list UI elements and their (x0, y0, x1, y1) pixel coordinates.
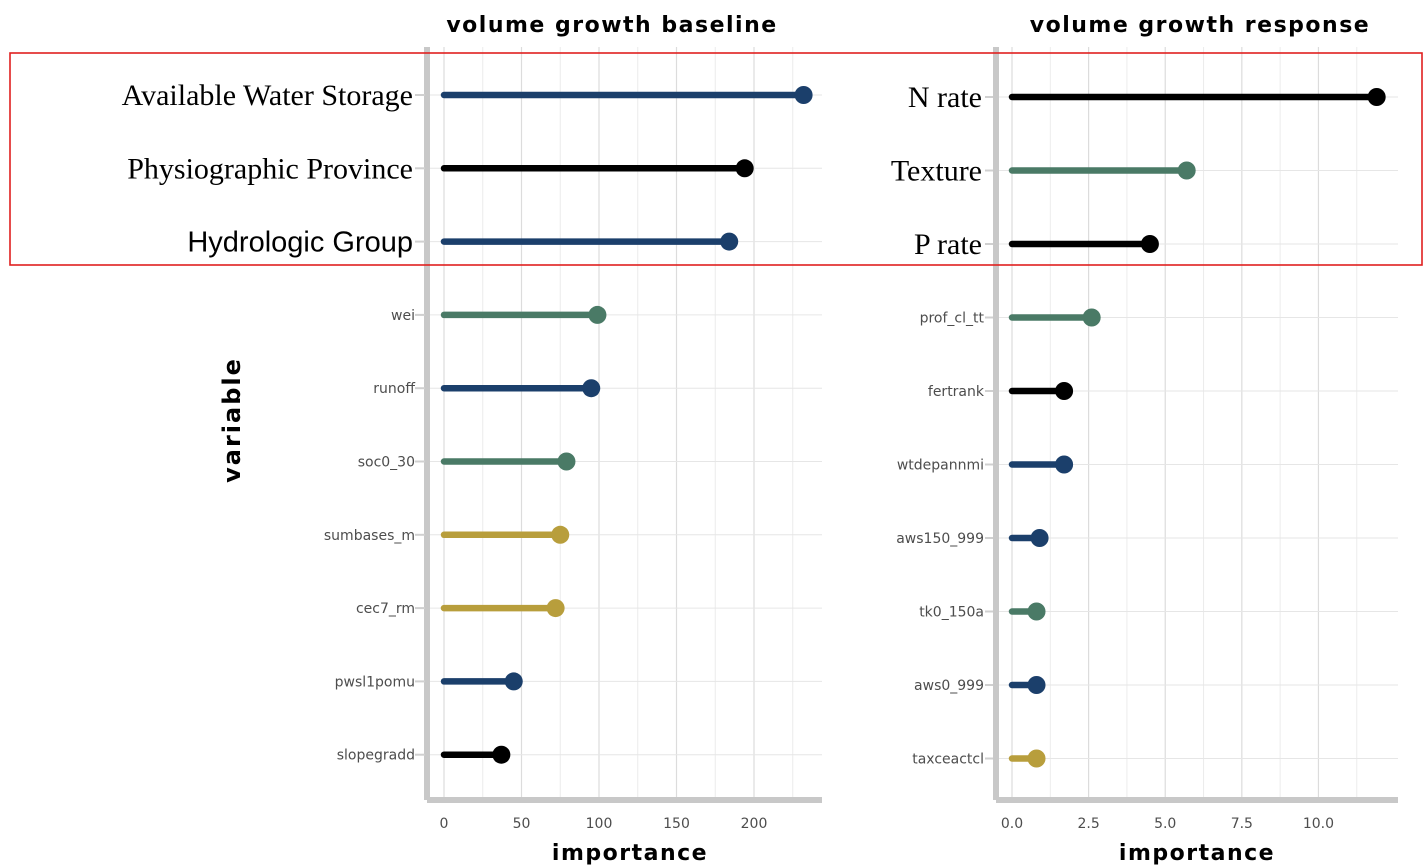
y-tick-label: fertrank (928, 384, 985, 400)
lollipop-dot (1055, 382, 1074, 400)
lollipop-dot (546, 599, 565, 618)
lollipop-dot (794, 86, 813, 104)
plot-area (996, 47, 1398, 800)
y-tick-label: Available Water Storage (122, 79, 413, 112)
y-tick-label: Hydrologic Group (187, 227, 413, 259)
lollipop-dot (1027, 749, 1046, 768)
x-tick-label: 10.0 (1303, 816, 1334, 832)
y-tick-label: P rate (914, 228, 982, 261)
x-tick-label: 0.0 (1001, 816, 1023, 832)
x-tick-label: 50 (513, 816, 531, 832)
y-tick-label: sumbases_m (324, 528, 415, 544)
panel-title: volume growth response (1030, 13, 1370, 38)
highlight-box (9, 52, 1423, 266)
panel-title: volume growth baseline (446, 13, 777, 38)
y-tick-label: prof_cl_tt (920, 311, 985, 327)
y-tick-label: aws0_999 (914, 678, 984, 694)
y-tick-label: wtdepannmi (897, 458, 984, 474)
x-tick-label: 150 (663, 816, 690, 832)
lollipop-dot (1027, 676, 1046, 694)
y-axis-title: variable (218, 357, 246, 483)
lollipop-dot (1177, 161, 1196, 180)
y-tick-label: slopegradd (337, 748, 415, 764)
y-tick-label: wei (391, 308, 415, 324)
y-tick-label: tk0_150a (919, 605, 984, 621)
x-tick-label: 100 (586, 816, 613, 832)
lollipop-dot (1082, 308, 1101, 327)
x-tick-label: 200 (741, 816, 768, 832)
y-tick-label: taxceactcl (912, 752, 984, 768)
plot-area (427, 47, 822, 800)
y-tick-label: soc0_30 (358, 455, 415, 471)
y-tick-label: cec7_rm (356, 601, 415, 617)
lollipop-dot (582, 379, 601, 398)
x-tick-label: 2.5 (1077, 816, 1099, 832)
lollipop-dot (1140, 235, 1159, 253)
lollipop-dot (588, 305, 607, 324)
lollipop-dot (1030, 529, 1049, 547)
x-tick-label: 0 (440, 816, 449, 832)
y-tick-label: pwsl1pomu (335, 674, 415, 690)
panel-response: volume growth response 0.0 2.5 5.0 7.5 10.0 im… (891, 13, 1398, 866)
y-tick-label: N rate (908, 81, 982, 114)
panel-baseline: volume growth baseline 0 50 100 150 200 import… (122, 13, 822, 866)
lollipop-dot (1367, 88, 1386, 106)
x-axis-title: importance (1119, 841, 1275, 866)
x-tick-label: 7.5 (1231, 816, 1253, 832)
y-tick-label: Physiographic Province (127, 152, 413, 185)
y-tick-label: runoff (373, 381, 415, 397)
lollipop-dot (1055, 455, 1074, 474)
lollipop-dot (557, 452, 576, 471)
y-tick-label: Texture (891, 155, 982, 188)
x-axis-title: importance (552, 841, 708, 866)
lollipop-dot (735, 159, 754, 178)
lollipop-dot (720, 232, 739, 251)
x-tick-label: 5.0 (1154, 816, 1176, 832)
lollipop-dot (1027, 602, 1046, 621)
lollipop-dot (492, 745, 511, 764)
y-tick-label: aws150_999 (896, 531, 984, 547)
lollipop-dot (551, 525, 570, 544)
lollipop-dot (504, 672, 523, 691)
